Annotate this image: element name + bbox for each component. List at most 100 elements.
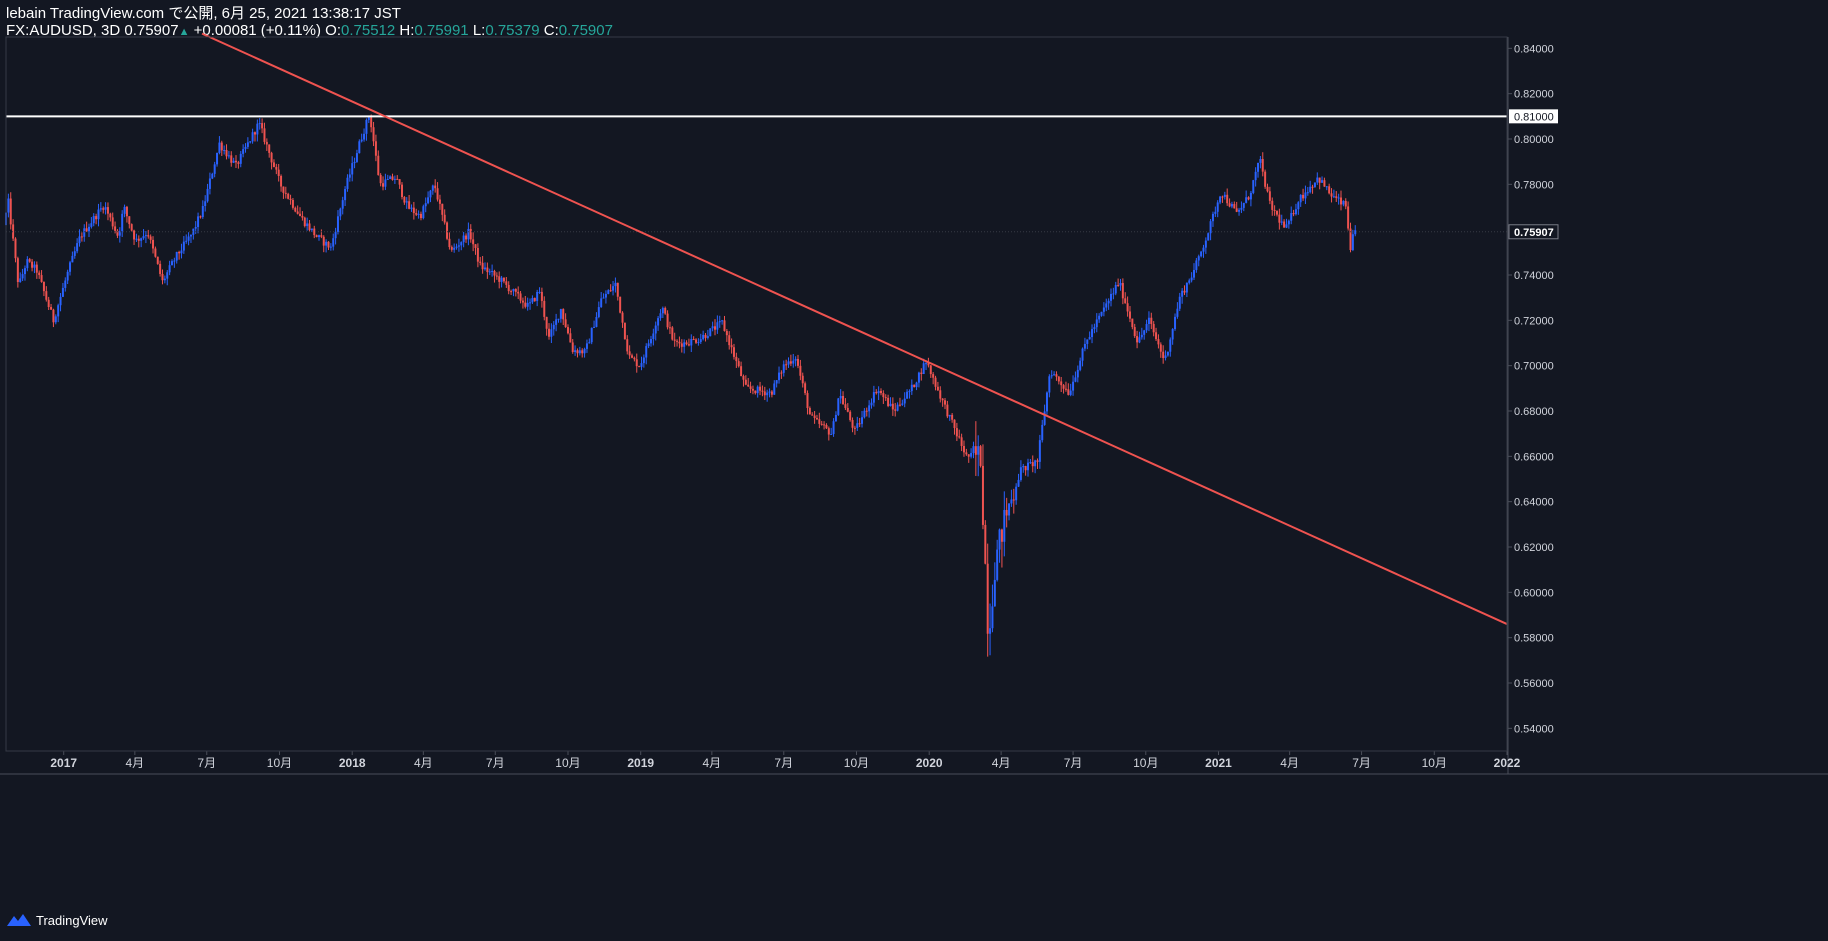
candle-body	[680, 343, 683, 347]
candle-body	[830, 434, 833, 436]
candle-body	[363, 133, 366, 140]
candle-body	[562, 309, 565, 320]
candle-body	[272, 162, 275, 167]
candle-body	[806, 393, 809, 409]
candle-body	[1178, 296, 1181, 309]
candle-body	[370, 117, 373, 128]
candle-body	[849, 411, 852, 421]
candle-body	[1010, 499, 1013, 504]
candle-body	[159, 263, 162, 274]
candle-body	[642, 357, 645, 364]
candle-body	[759, 386, 762, 391]
candle-body	[31, 261, 34, 268]
candle-body	[460, 242, 463, 246]
candle-body	[329, 246, 332, 248]
candle-body	[875, 392, 878, 394]
candle-body	[396, 178, 399, 180]
candle-body	[773, 383, 776, 395]
candle-body	[1245, 197, 1248, 203]
candle-body	[1064, 388, 1067, 390]
candle-body	[925, 363, 928, 365]
candle-body	[638, 366, 641, 368]
candle-body	[249, 141, 252, 143]
candle-body	[1086, 339, 1089, 344]
candle-body	[358, 141, 361, 154]
candle-body	[740, 366, 743, 377]
candle-body	[780, 372, 783, 374]
candle-body	[232, 160, 235, 163]
chart-publish-info: lebain TradingView.com で公開, 6月 25, 2021 …	[6, 5, 401, 22]
candle-body	[1302, 194, 1305, 199]
candle-body	[303, 217, 306, 227]
candle-body	[1088, 337, 1091, 340]
candle-body	[737, 361, 740, 367]
candle-body	[517, 291, 520, 294]
time-tick-label: 7月	[774, 756, 793, 770]
candle-body	[723, 320, 726, 331]
candle-body	[697, 341, 700, 343]
candle-body	[284, 192, 287, 194]
time-tick-label: 4月	[414, 756, 433, 770]
candle-body	[744, 379, 747, 385]
symbol-label[interactable]: FX:AUDUSD, 3D	[6, 22, 121, 39]
candle-body	[692, 339, 695, 341]
candle-body	[1316, 177, 1319, 183]
candle-body	[1202, 247, 1205, 252]
candle-body	[1145, 324, 1148, 331]
candle-body	[431, 185, 434, 191]
candle-body	[536, 291, 539, 301]
candle-body	[901, 403, 904, 405]
candle-body	[488, 271, 491, 273]
time-tick-label: 7月	[1064, 756, 1083, 770]
candle-body	[877, 390, 880, 394]
candle-body	[1164, 355, 1167, 359]
candle-body	[384, 179, 387, 187]
candle-body	[770, 391, 773, 395]
candle-body	[78, 236, 81, 244]
candle-body	[1138, 337, 1141, 343]
candle-body	[365, 119, 368, 134]
candle-body	[1266, 186, 1269, 192]
candle-body	[882, 393, 885, 398]
chart-frame	[5, 36, 1508, 752]
candle-body	[543, 300, 546, 317]
candle-body	[412, 207, 415, 214]
candle-body	[823, 424, 826, 426]
candle-body	[73, 251, 76, 256]
candle-body	[1067, 389, 1070, 395]
low-value: 0.75379	[485, 22, 540, 39]
candle-body	[1131, 318, 1134, 328]
candle-body	[1190, 277, 1193, 281]
candle-body	[607, 290, 610, 294]
time-tick-label: 10月	[1422, 756, 1447, 770]
price-tick-label: 0.68000	[1514, 406, 1554, 418]
candle-body	[1257, 162, 1260, 172]
candle-body	[1081, 348, 1084, 361]
candle-body	[808, 408, 811, 415]
candle-body	[609, 290, 612, 292]
candle-body	[16, 258, 19, 282]
candle-body	[590, 327, 593, 343]
candle-body	[1140, 334, 1143, 338]
candle-body	[1211, 213, 1214, 222]
time-axis[interactable]: 2017 4月 7月 10月 2018 4月 7月 10月 2019 4月 7月 10月 2020 4月 7…	[0, 751, 1828, 775]
candle-body	[246, 142, 249, 147]
candle-body	[936, 386, 939, 391]
candle-body	[1034, 460, 1037, 467]
candle-body	[955, 428, 958, 437]
candle-body	[1038, 440, 1041, 462]
candle-body	[683, 342, 686, 347]
candle-body	[500, 277, 503, 282]
price-tick-label: 0.66000	[1514, 451, 1554, 463]
candle-body	[863, 410, 866, 418]
candle-body	[1249, 192, 1252, 200]
candle-body	[510, 291, 513, 293]
price-tick-label: 0.82000	[1514, 89, 1554, 101]
candle-body	[1344, 200, 1347, 207]
candle-body	[116, 230, 119, 236]
footer-brand[interactable]: TradingView	[6, 912, 108, 928]
candle-body	[614, 282, 617, 287]
price-axis[interactable]: 0.840000.820000.800000.780000.760000.740…	[1507, 37, 1559, 774]
open-label: O:	[325, 22, 341, 39]
